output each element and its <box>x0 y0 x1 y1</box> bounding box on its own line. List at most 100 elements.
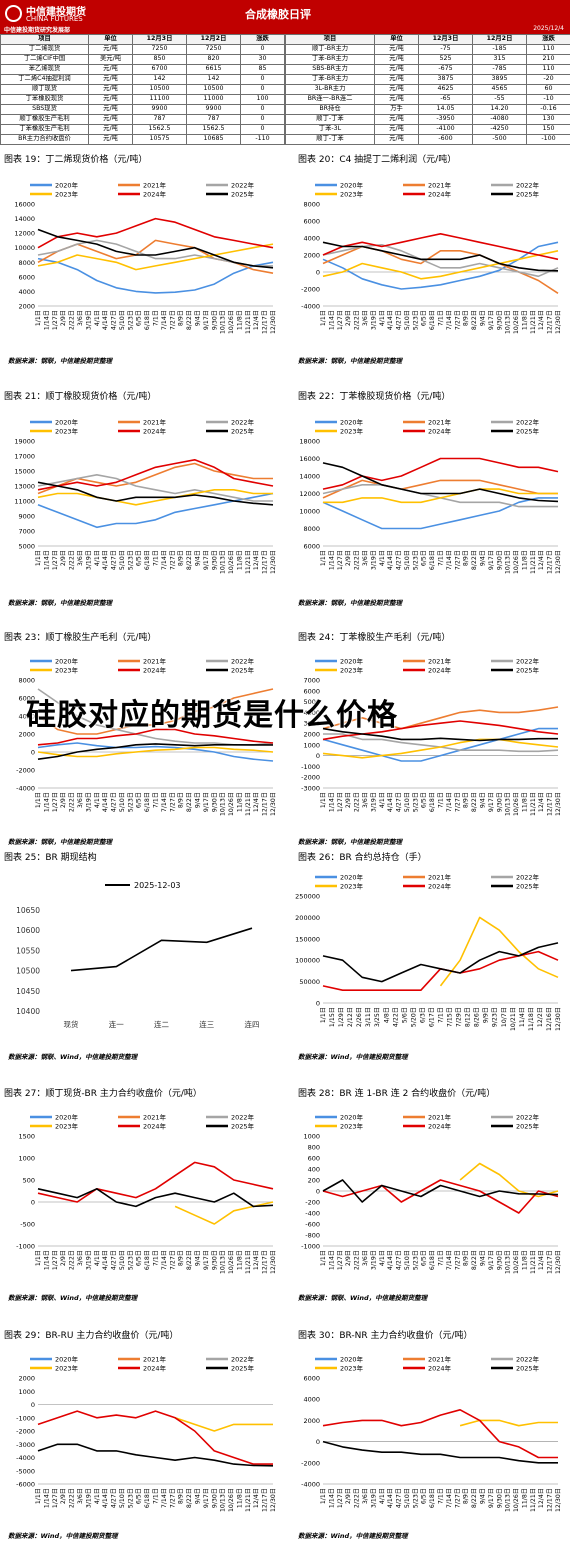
series-line <box>37 1410 273 1465</box>
y-tick-label: 14000 <box>299 473 320 481</box>
x-tick-label: 5/23日 <box>127 310 134 330</box>
sbr-spot-price-chart: 2020年 2021年 2022年 2023年 2024年 2025年 6000 8000 10… <box>299 418 562 575</box>
x-tick-label: 10/13日 <box>220 792 227 816</box>
x-tick-label: 12/17日 <box>262 1488 269 1512</box>
x-tick-label: 6/18日 <box>429 792 436 812</box>
x-tick-label: 5/10日 <box>119 1250 126 1270</box>
table-row: SBS-BR主力 元/吨 -675 -785 110 <box>285 64 570 75</box>
x-tick-label: 连三 <box>199 1019 214 1029</box>
y-tick-label: 15000 <box>14 468 35 476</box>
table-cell: 9900 <box>132 104 187 115</box>
col-header: 单位 <box>374 34 419 45</box>
y-tick-label: -600 <box>305 1221 320 1229</box>
x-tick-label: 12/30日 <box>555 1488 562 1512</box>
series-line <box>37 746 274 758</box>
table-row: 丁苯-BR主力 元/吨 525 315 210 <box>285 54 570 65</box>
x-tick-label: 9/17日 <box>203 792 210 812</box>
x-tick-label: 2/22日 <box>69 1250 76 1270</box>
table-cell: 苯乙烯现货 <box>0 64 89 75</box>
table-cell: BR连一-BR连二 <box>285 94 375 105</box>
x-tick-label: 8/9日 <box>463 1250 470 1266</box>
x-tick-label: 11/21日 <box>530 1250 537 1274</box>
series-line <box>322 706 559 730</box>
x-tick-label: 12/30日 <box>270 550 277 574</box>
table-cell: 130 <box>526 114 570 125</box>
x-tick-label: 8/9日 <box>463 792 470 808</box>
y-tick-label: 12000 <box>299 490 320 498</box>
x-tick-label: 4/27日 <box>111 1250 118 1270</box>
table-cell: 顺丁-丁苯 <box>285 114 375 125</box>
x-tick-label: 5/23日 <box>412 1488 419 1508</box>
company-logo-icon <box>5 5 22 22</box>
legend-label: 2021年 <box>428 418 452 427</box>
y-tick-label: 1000 <box>303 741 320 749</box>
x-tick-label: 4/1日 <box>379 1250 386 1266</box>
table-cell: 315 <box>472 54 527 65</box>
x-tick-label: 7/1日 <box>153 1250 160 1266</box>
x-tick-label: 12/30日 <box>555 310 562 334</box>
y-tick-label: 2000 <box>303 1417 320 1425</box>
y-tick-label: 50000 <box>299 978 320 986</box>
x-tick-label: 12/17日 <box>262 1250 269 1274</box>
chart-title: 图表 20：C4 抽提丁二烯利润（元/吨） <box>298 155 457 165</box>
legend-label: 2022年 <box>516 1355 540 1364</box>
x-tick-label: 5/10日 <box>119 792 126 812</box>
x-tick-label: 7/27日 <box>169 792 176 812</box>
x-tick-label: 5/10日 <box>119 550 126 570</box>
x-tick-label: 1/27日 <box>337 310 344 330</box>
legend-label: 2024年 <box>143 427 167 436</box>
series-line <box>37 481 274 506</box>
table-cell: 顺丁-丁苯 <box>285 134 375 145</box>
y-tick-label: 17000 <box>14 453 35 461</box>
table-row: 苯乙烯现货 元/吨 6700 6615 85 <box>0 64 285 75</box>
x-tick-label: 10/13日 <box>505 1250 512 1274</box>
y-tick-label: 18000 <box>299 438 320 446</box>
x-tick-label: 9/4日 <box>479 1250 486 1266</box>
x-tick-label: 3/19日 <box>370 550 377 570</box>
x-tick-label: 6/18日 <box>144 550 151 570</box>
table-cell: 丁二烯现货 <box>0 44 89 55</box>
x-tick-label: 2/9日 <box>345 792 352 808</box>
table-cell: 820 <box>186 54 241 65</box>
chart-title: 图表 22：丁苯橡胶现货价格（元/吨） <box>298 392 451 402</box>
x-tick-label: 4/1日 <box>379 550 386 566</box>
y-tick-label: 14000 <box>14 215 35 223</box>
x-tick-label: 6/5日 <box>136 792 143 808</box>
y-tick-label: 6000 <box>303 687 320 695</box>
legend-label: 2024年 <box>143 1364 167 1373</box>
x-tick-label: 10/13日 <box>220 1488 227 1512</box>
x-tick-label: 3/6日 <box>77 1250 84 1266</box>
x-tick-label: 10/26日 <box>513 1250 520 1274</box>
x-tick-label: 3/6日 <box>362 1250 369 1266</box>
table-cell: 7250 <box>186 44 241 55</box>
x-tick-label: 11/21日 <box>245 310 252 334</box>
legend-label: 2023年 <box>340 427 364 436</box>
col-header: 项目 <box>0 34 89 45</box>
x-tick-label: 3/19日 <box>85 1250 92 1270</box>
x-tick-label: 9/23日 <box>492 1007 499 1027</box>
table-cell: 30 <box>240 54 285 65</box>
y-tick-label: 6000 <box>303 1375 320 1383</box>
x-tick-label: 8/9日 <box>178 550 185 566</box>
table-cell: 万手 <box>374 104 419 115</box>
x-tick-label: 8/26日 <box>474 1007 481 1027</box>
series-line <box>322 484 558 508</box>
y-tick-label: 150000 <box>295 935 320 943</box>
x-tick-label: 5/23日 <box>412 1250 419 1270</box>
y-tick-label: 2000 <box>303 252 320 260</box>
x-tick-label: 9/17日 <box>203 1250 210 1270</box>
table-cell: 0 <box>240 124 285 135</box>
y-tick-label: 7000 <box>18 528 35 536</box>
legend-label: 2021年 <box>143 418 167 427</box>
chart-source: 数据来源：钢联，中信建投期货整理 <box>298 838 402 846</box>
y-tick-label: 100000 <box>295 957 320 965</box>
table-cell: 4565 <box>472 84 527 95</box>
y-tick-label: -2000 <box>16 767 35 775</box>
y-tick-label: 500 <box>23 1177 35 1185</box>
table-cell: 110 <box>526 64 570 75</box>
x-tick-label: 7/27日 <box>454 792 461 812</box>
x-tick-label: 1/27日 <box>337 792 344 812</box>
x-tick-label: 7/14日 <box>161 792 168 812</box>
legend-label: 2025-12-03 <box>134 881 181 890</box>
chart-source: 数据来源：钢联、Wind，中信建投期货整理 <box>298 1294 428 1302</box>
